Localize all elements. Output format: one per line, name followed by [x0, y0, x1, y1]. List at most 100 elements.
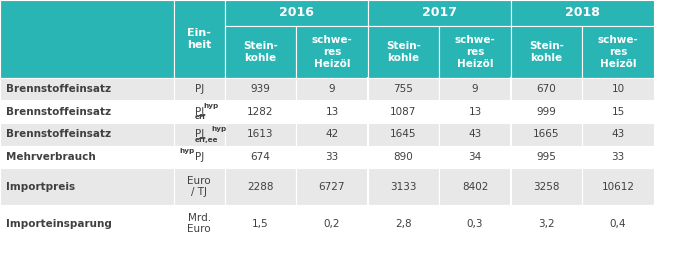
Bar — [0, 78, 174, 100]
Bar — [296, 78, 368, 100]
Text: 2288: 2288 — [247, 181, 274, 191]
Bar — [582, 168, 654, 205]
Text: eff: eff — [195, 114, 206, 120]
Bar — [368, 78, 439, 100]
Text: Stein-
kohle: Stein- kohle — [529, 41, 564, 63]
Bar — [0, 0, 174, 78]
Bar — [511, 78, 582, 100]
Text: 10612: 10612 — [601, 181, 635, 191]
Bar — [368, 123, 439, 145]
Text: schwe-
res
Heizöl: schwe- res Heizöl — [312, 36, 352, 69]
Text: 2016: 2016 — [279, 7, 314, 19]
Text: 939: 939 — [251, 84, 270, 94]
Bar — [174, 0, 225, 78]
Text: Importeinsparung: Importeinsparung — [6, 219, 112, 229]
Bar — [296, 100, 368, 123]
Text: 3258: 3258 — [533, 181, 560, 191]
Text: hyp: hyp — [212, 126, 227, 132]
Bar — [439, 123, 511, 145]
Bar — [368, 145, 439, 168]
Bar — [439, 145, 511, 168]
Bar — [511, 168, 582, 205]
Bar — [174, 100, 225, 123]
Bar — [582, 205, 654, 242]
Text: 9: 9 — [472, 84, 478, 94]
Bar — [582, 26, 654, 78]
Bar — [368, 205, 439, 242]
Bar — [225, 78, 296, 100]
Text: 2017: 2017 — [422, 7, 457, 19]
Bar — [174, 205, 225, 242]
Text: PJ: PJ — [195, 152, 204, 162]
Bar — [0, 205, 174, 242]
Text: 43: 43 — [612, 129, 624, 139]
Text: 0,2: 0,2 — [323, 219, 340, 229]
Text: 33: 33 — [612, 152, 624, 162]
Bar — [174, 168, 225, 205]
Text: hyp: hyp — [204, 103, 219, 109]
Text: 0,3: 0,3 — [466, 219, 484, 229]
Text: Brennstoffeinsatz: Brennstoffeinsatz — [6, 107, 111, 117]
Bar — [511, 26, 582, 78]
Text: 42: 42 — [326, 129, 338, 139]
Bar — [296, 145, 368, 168]
Bar — [0, 100, 174, 123]
Bar — [511, 123, 582, 145]
Text: schwe-
res
Heizöl: schwe- res Heizöl — [455, 36, 495, 69]
Text: Importpreis: Importpreis — [6, 181, 75, 191]
Text: 13: 13 — [326, 107, 338, 117]
Bar — [225, 100, 296, 123]
Bar — [225, 205, 296, 242]
Text: Ein-
heit: Ein- heit — [187, 28, 211, 50]
Bar — [0, 168, 174, 205]
Text: Mrd.
Euro: Mrd. Euro — [187, 213, 211, 234]
Bar — [174, 145, 225, 168]
Text: 3133: 3133 — [390, 181, 417, 191]
Text: 999: 999 — [537, 107, 556, 117]
Bar — [368, 168, 439, 205]
Bar — [225, 168, 296, 205]
Text: 1087: 1087 — [390, 107, 417, 117]
Bar — [511, 205, 582, 242]
Bar — [368, 26, 439, 78]
Text: 2018: 2018 — [565, 7, 600, 19]
Text: PJ: PJ — [195, 129, 204, 139]
Text: Brennstoffeinsatz: Brennstoffeinsatz — [6, 129, 111, 139]
Bar — [582, 145, 654, 168]
Bar — [439, 78, 511, 100]
Text: 1665: 1665 — [533, 129, 560, 139]
Bar — [368, 100, 439, 123]
Bar — [582, 100, 654, 123]
Text: 890: 890 — [394, 152, 413, 162]
Bar — [439, 168, 511, 205]
Bar — [511, 0, 654, 26]
Text: eff,ee: eff,ee — [195, 137, 219, 143]
Text: Mehrverbrauch: Mehrverbrauch — [6, 152, 96, 162]
Bar — [174, 78, 225, 100]
Bar — [225, 0, 368, 26]
Text: 670: 670 — [537, 84, 556, 94]
Text: schwe-
res
Heizöl: schwe- res Heizöl — [598, 36, 638, 69]
Text: 8402: 8402 — [462, 181, 488, 191]
Bar — [225, 26, 296, 78]
Bar — [439, 100, 511, 123]
Text: 33: 33 — [326, 152, 338, 162]
Bar — [296, 168, 368, 205]
Text: 1,5: 1,5 — [252, 219, 269, 229]
Bar — [296, 26, 368, 78]
Bar — [174, 123, 225, 145]
Bar — [368, 0, 511, 26]
Text: Stein-
kohle: Stein- kohle — [243, 41, 278, 63]
Bar — [439, 26, 511, 78]
Bar — [582, 123, 654, 145]
Text: 755: 755 — [394, 84, 413, 94]
Text: PJ: PJ — [195, 107, 204, 117]
Text: 6727: 6727 — [319, 181, 345, 191]
Bar — [296, 123, 368, 145]
Bar — [0, 123, 174, 145]
Text: 1282: 1282 — [247, 107, 274, 117]
Text: 9: 9 — [329, 84, 335, 94]
Text: 3,2: 3,2 — [538, 219, 555, 229]
Text: 10: 10 — [612, 84, 624, 94]
Bar — [511, 145, 582, 168]
